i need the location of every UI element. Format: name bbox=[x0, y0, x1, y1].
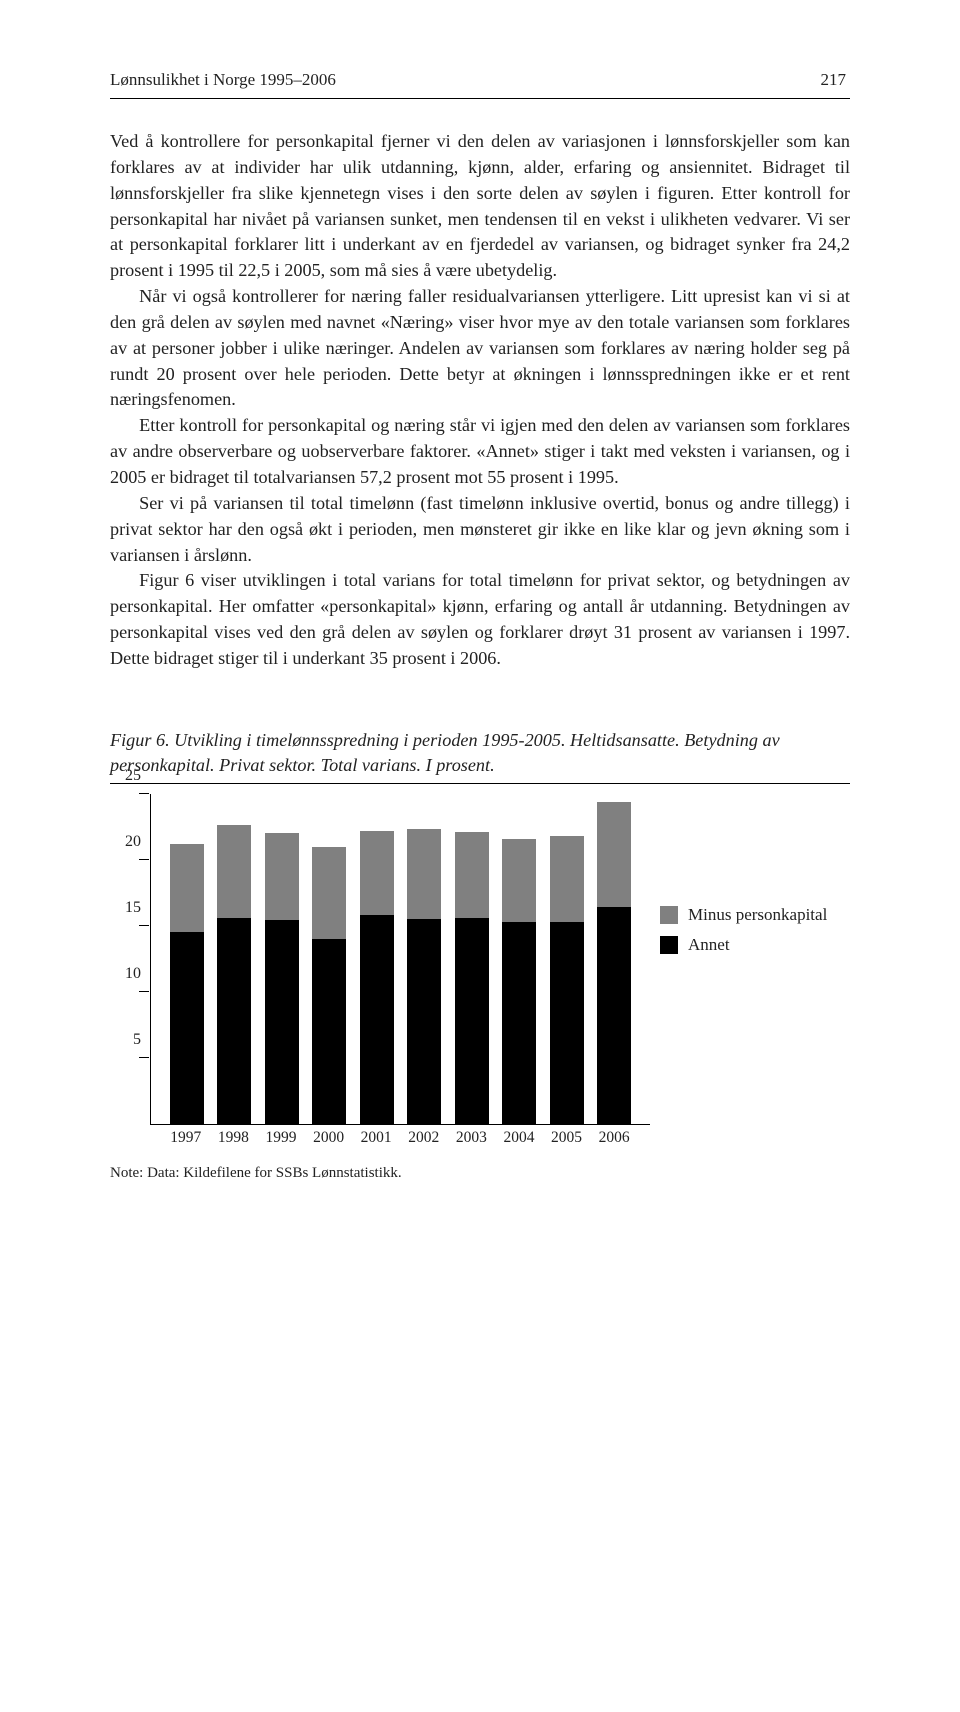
bar-segment-minus_personkapital bbox=[455, 832, 489, 918]
chart: 510152025 199719981999200020012002200320… bbox=[110, 794, 850, 1147]
running-header: Lønnsulikhet i Norge 1995–2006 217 bbox=[110, 70, 850, 90]
bar-segment-minus_personkapital bbox=[217, 825, 251, 917]
bar-segment-annet bbox=[217, 918, 251, 1124]
x-tick-label: 2003 bbox=[448, 1129, 496, 1147]
bar-segment-annet bbox=[312, 939, 346, 1124]
paragraph-5: Figur 6 viser utviklingen i total varian… bbox=[110, 568, 850, 671]
bar-slot bbox=[258, 833, 306, 1123]
chart-area: 510152025 bbox=[150, 794, 650, 1125]
y-tick-label: 10 bbox=[111, 965, 141, 983]
x-tick-label: 2005 bbox=[543, 1129, 591, 1147]
bar-segment-minus_personkapital bbox=[170, 844, 204, 932]
bar-segment-annet bbox=[170, 932, 204, 1123]
x-tick-label: 1999 bbox=[257, 1129, 305, 1147]
bar-segment-annet bbox=[265, 920, 299, 1123]
y-tick bbox=[139, 925, 149, 926]
figure-6: Figur 6. Utvikling i timelønnsspredning … bbox=[110, 728, 850, 1182]
bar-segment-annet bbox=[360, 915, 394, 1124]
x-tick-label: 2000 bbox=[305, 1129, 353, 1147]
bar bbox=[407, 829, 441, 1123]
bar-segment-annet bbox=[407, 919, 441, 1124]
figure-caption: Figur 6. Utvikling i timelønnsspredning … bbox=[110, 728, 850, 779]
bar-segment-minus_personkapital bbox=[502, 839, 536, 922]
x-tick-label: 1997 bbox=[162, 1129, 210, 1147]
bar-slot bbox=[211, 825, 259, 1123]
bar-slot bbox=[163, 844, 211, 1124]
legend-label: Minus personkapital bbox=[688, 904, 827, 926]
y-tick bbox=[139, 991, 149, 992]
bar-segment-minus_personkapital bbox=[312, 847, 346, 939]
legend-item-annet: Annet bbox=[660, 934, 840, 956]
bar-slot bbox=[306, 847, 354, 1124]
x-tick-label: 2002 bbox=[400, 1129, 448, 1147]
legend-swatch bbox=[660, 936, 678, 954]
bar bbox=[265, 833, 299, 1123]
chart-plot: 510152025 199719981999200020012002200320… bbox=[110, 794, 650, 1147]
bar-segment-minus_personkapital bbox=[265, 833, 299, 920]
paragraph-1: Ved å kontrollere for personkapital fjer… bbox=[110, 129, 850, 284]
running-title: Lønnsulikhet i Norge 1995–2006 bbox=[110, 70, 336, 90]
bar bbox=[217, 825, 251, 1123]
y-tick bbox=[139, 793, 149, 794]
bar bbox=[455, 832, 489, 1124]
bar-slot bbox=[591, 802, 639, 1124]
x-axis-labels: 1997199819992000200120022003200420052006 bbox=[150, 1125, 650, 1147]
bar-segment-minus_personkapital bbox=[360, 831, 394, 915]
bar-segment-minus_personkapital bbox=[597, 802, 631, 908]
paragraph-3: Etter kontroll for personkapital og næri… bbox=[110, 413, 850, 491]
y-tick bbox=[139, 859, 149, 860]
bar-segment-annet bbox=[597, 907, 631, 1123]
y-tick bbox=[139, 1057, 149, 1058]
x-tick-label: 2004 bbox=[495, 1129, 543, 1147]
bar-slot bbox=[401, 829, 449, 1123]
bar bbox=[360, 831, 394, 1124]
bar bbox=[170, 844, 204, 1124]
bar-slot bbox=[353, 831, 401, 1124]
paragraph-2: Når vi også kontrollerer for næring fall… bbox=[110, 284, 850, 413]
x-tick-label: 1998 bbox=[210, 1129, 258, 1147]
bar-segment-annet bbox=[550, 922, 584, 1124]
x-tick-label: 2001 bbox=[352, 1129, 400, 1147]
header-rule bbox=[110, 98, 850, 99]
legend-swatch bbox=[660, 906, 678, 924]
bar-segment-minus_personkapital bbox=[550, 836, 584, 922]
legend-label: Annet bbox=[688, 934, 730, 956]
bar-slot bbox=[543, 836, 591, 1124]
y-tick-label: 20 bbox=[111, 833, 141, 851]
figure-note: Note: Data: Kildefilene for SSBs Lønnsta… bbox=[110, 1165, 850, 1182]
y-tick-label: 25 bbox=[111, 767, 141, 785]
page-number: 217 bbox=[821, 70, 847, 90]
bar bbox=[502, 839, 536, 1124]
bar bbox=[312, 847, 346, 1124]
x-tick-label: 2006 bbox=[590, 1129, 638, 1147]
bar bbox=[597, 802, 631, 1124]
figure-rule bbox=[110, 783, 850, 784]
legend-item-minus-personkapital: Minus personkapital bbox=[660, 904, 840, 926]
bar-slot bbox=[496, 839, 544, 1124]
body-text: Ved å kontrollere for personkapital fjer… bbox=[110, 129, 850, 672]
bar-segment-minus_personkapital bbox=[407, 829, 441, 919]
bar-segment-annet bbox=[455, 918, 489, 1124]
bar bbox=[550, 836, 584, 1124]
paragraph-4: Ser vi på variansen til total timelønn (… bbox=[110, 491, 850, 569]
bar-slot bbox=[448, 832, 496, 1124]
bar-segment-annet bbox=[502, 922, 536, 1124]
chart-bars bbox=[151, 794, 650, 1124]
y-tick-label: 5 bbox=[111, 1031, 141, 1049]
chart-legend: Minus personkapital Annet bbox=[650, 794, 840, 1147]
page: Lønnsulikhet i Norge 1995–2006 217 Ved å… bbox=[0, 0, 960, 1712]
y-tick-label: 15 bbox=[111, 899, 141, 917]
